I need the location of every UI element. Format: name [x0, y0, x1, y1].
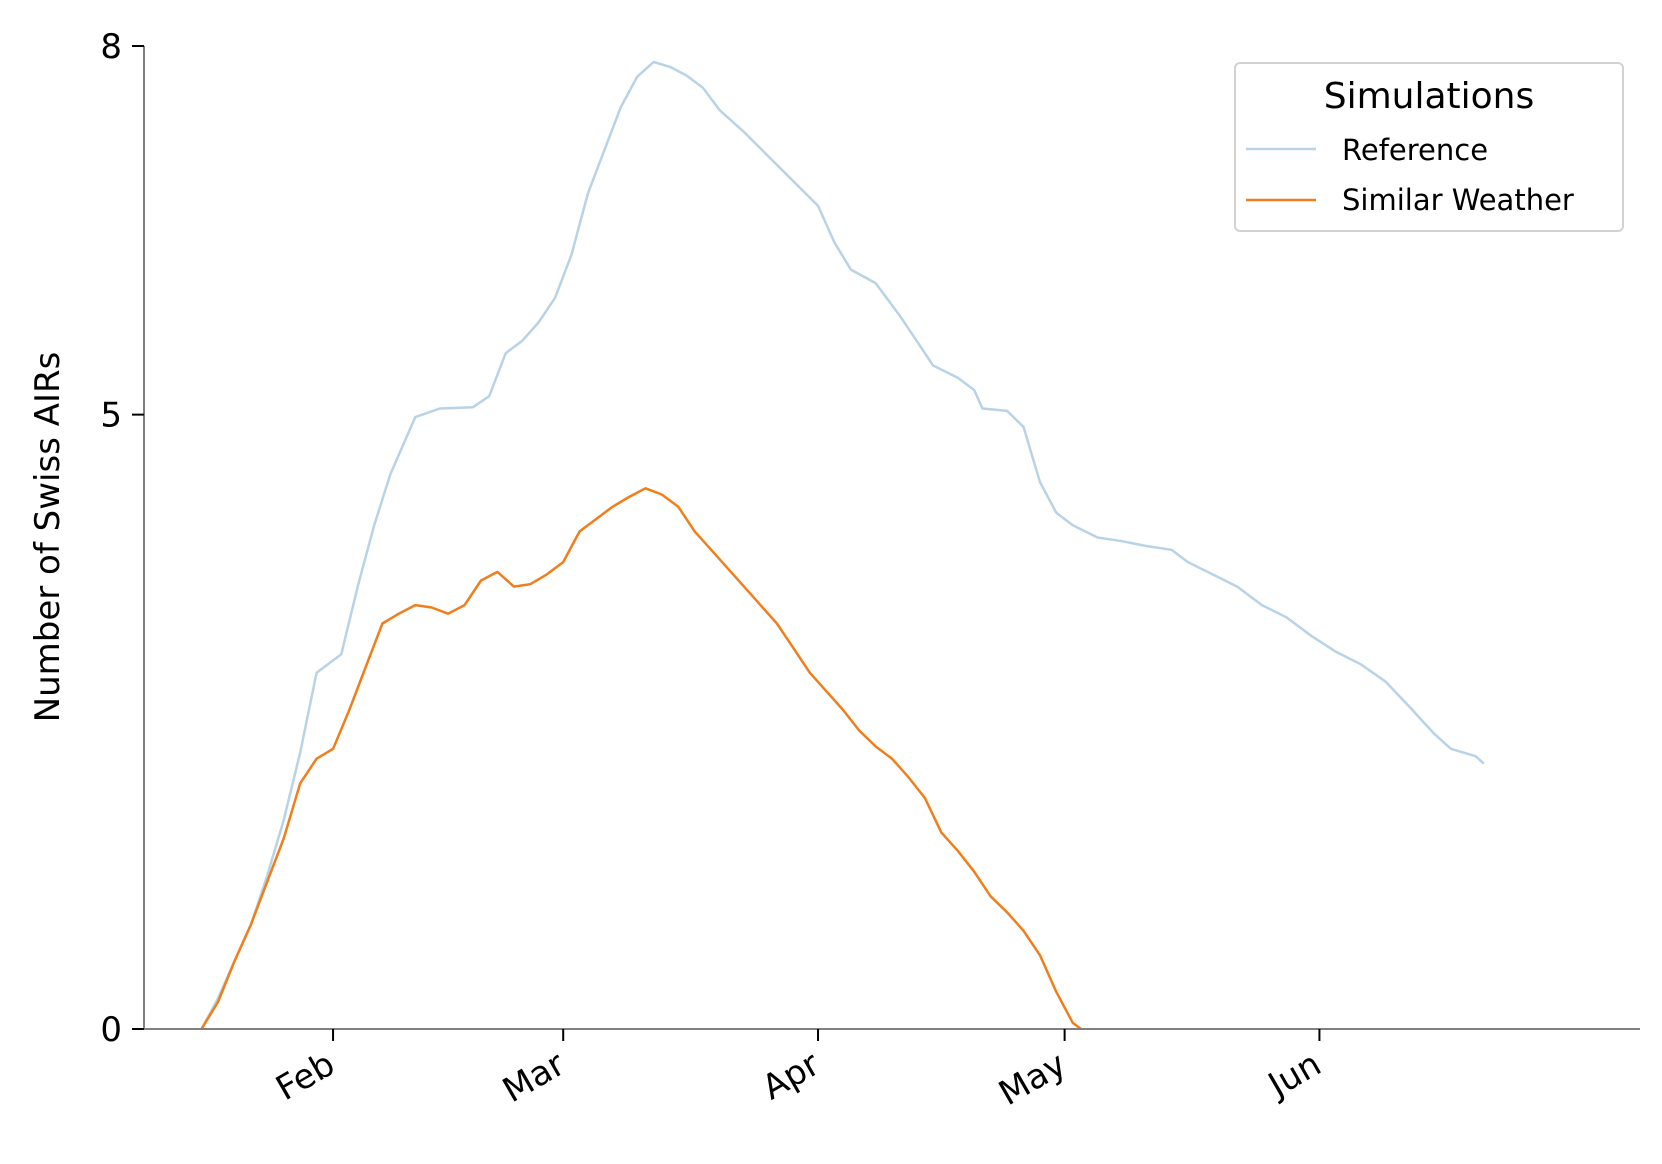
x-tick-label: Apr [756, 1044, 827, 1108]
series-line-reference [200, 60, 1485, 1030]
x-tick-label: May [992, 1044, 1073, 1114]
y-axis-title: Number of Swiss AIRs [28, 352, 68, 723]
legend-label-reference: Reference [1342, 133, 1488, 167]
x-tick-label: Feb [269, 1044, 341, 1109]
legend-title: Simulations [1324, 76, 1535, 117]
legend-frame [1234, 62, 1624, 232]
y-ticks: 0 5 8 [100, 27, 144, 1050]
x-tick-label: Mar [496, 1044, 572, 1111]
x-tick-label: Jun [1260, 1044, 1328, 1106]
x-ticks: Feb Mar Apr May Jun [269, 1029, 1328, 1114]
series-line-similar-weather [200, 487, 1082, 1031]
y-tick-label: 8 [100, 27, 122, 67]
y-tick-label: 0 [100, 1010, 122, 1050]
plot-lines [200, 60, 1485, 1031]
legend-label-similar-weather: Similar Weather [1342, 183, 1574, 217]
y-tick-label: 5 [100, 396, 122, 436]
legend: Simulations Reference Similar Weather [1234, 62, 1624, 232]
